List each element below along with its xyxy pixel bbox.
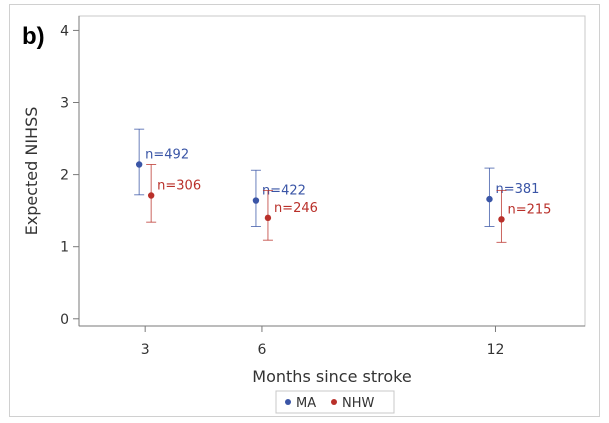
sample-size-label: n=381 (495, 182, 539, 197)
y-axis-title: Expected NIHSS (22, 107, 41, 236)
sample-size-label: n=422 (262, 184, 306, 199)
legend-marker-nhw (331, 399, 337, 405)
sample-size-label: n=246 (274, 201, 318, 216)
series-ma: n=492 n=422 n=381 (134, 128, 539, 228)
data-point (486, 195, 493, 203)
legend: MA NHW (275, 390, 395, 414)
data-point (135, 161, 143, 168)
sample-size-label: n=492 (145, 148, 189, 163)
data-marks: n=492 n=422 n=381 n=306 n=246 n=215 (134, 128, 551, 243)
sample-size-label: n=306 (157, 179, 201, 194)
y-tick-label: 0 (60, 312, 69, 328)
x-tick-label: 3 (141, 342, 150, 358)
panel-label: b) (22, 23, 45, 50)
data-point (498, 216, 505, 223)
legend-label-ma: MA (296, 396, 316, 411)
series-nhw: n=306 n=246 n=215 (146, 164, 551, 243)
data-point (264, 214, 272, 222)
legend-marker-ma (285, 399, 291, 405)
x-axis-title: Months since stroke (252, 367, 411, 386)
x-tick-label: 6 (257, 342, 266, 358)
data-point (147, 192, 155, 199)
sample-size-label: n=215 (507, 202, 551, 217)
data-point (252, 197, 260, 204)
y-tick-label: 3 (60, 96, 69, 112)
y-tick-label: 4 (60, 23, 69, 39)
legend-label-nhw: NHW (342, 396, 375, 411)
y-tick-label: 1 (60, 240, 69, 256)
plot-area-border (78, 15, 586, 327)
y-tick-label: 2 (60, 168, 69, 184)
x-tick-label: 12 (487, 342, 505, 358)
